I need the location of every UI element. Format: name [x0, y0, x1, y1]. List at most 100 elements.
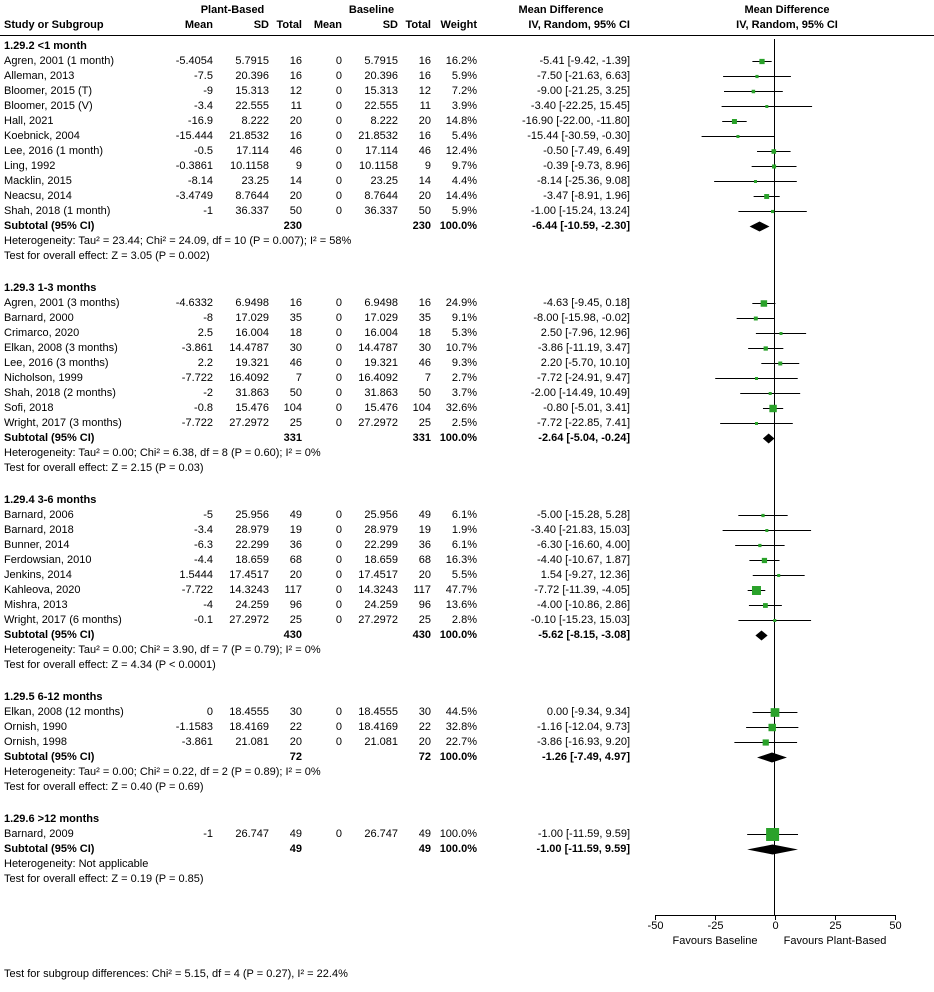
subtotal-weight: 100.0% — [439, 220, 477, 232]
axis-tick — [715, 915, 716, 920]
baseline-sd-value: 31.863 — [364, 387, 398, 399]
study-row: Koebnick, 2004 -15.444 21.8532 16 0 21.8532 16… — [0, 129, 934, 144]
weight-value: 4.4% — [451, 175, 477, 187]
baseline-sd-value: 22.299 — [364, 539, 398, 551]
subtotal-total1: 331 — [283, 432, 302, 444]
ci-plot-marker — [640, 371, 934, 386]
md-ci-text: -0.80 [-5.01, 3.41] — [543, 402, 630, 414]
plant-mean-value: 2.5 — [197, 327, 213, 339]
plant-total-value: 46 — [289, 145, 302, 157]
md-ci-text: -0.50 [-7.49, 6.49] — [543, 145, 630, 157]
plant-sd-value: 14.3243 — [229, 584, 269, 596]
md-ci-text: -3.40 [-22.25, 15.45] — [530, 100, 630, 112]
baseline-total-value: 22 — [418, 721, 431, 733]
baseline-sd-value: 16.4092 — [358, 372, 398, 384]
plant-mean-value: -3.4 — [194, 524, 213, 536]
plant-mean-value: -0.1 — [194, 614, 213, 626]
plant-mean-value: -16.9 — [187, 115, 213, 127]
ci-plot-marker — [640, 583, 934, 598]
baseline-total-value: 117 — [413, 584, 431, 596]
baseline-sd-value: 21.081 — [364, 736, 398, 748]
weight-value: 47.7% — [445, 584, 477, 596]
weight-value: 13.6% — [445, 599, 477, 611]
subtotal-total1: 430 — [283, 629, 302, 641]
plant-mean-value: -7.722 — [181, 584, 213, 596]
plant-mean-value: -4 — [203, 599, 213, 611]
md-ci-text: -2.00 [-14.49, 10.49] — [530, 387, 630, 399]
plant-mean-value: -9 — [203, 85, 213, 97]
md-ci-text: -6.30 [-16.60, 4.00] — [537, 539, 630, 551]
subgroup-differences-test: Test for subgroup differences: Chi² = 5.… — [4, 968, 348, 980]
axis-tick — [895, 915, 896, 920]
subtotal-diamond — [640, 219, 934, 234]
subtotal-total2: 49 — [418, 843, 431, 855]
baseline-mean-value: 0 — [335, 569, 342, 581]
baseline-mean-value: 0 — [335, 706, 342, 718]
baseline-sd-value: 10.1158 — [359, 160, 398, 172]
baseline-sd-value: 17.029 — [364, 312, 398, 324]
weight-value: 32.8% — [445, 721, 477, 733]
plant-sd-value: 15.476 — [235, 402, 269, 414]
plant-sd-value: 10.1158 — [230, 160, 269, 172]
overall-effect-row: Test for overall effect: Z = 3.05 (P = 0… — [0, 249, 934, 264]
plant-total-value: 18 — [289, 327, 302, 339]
study-label: Bunner, 2014 — [4, 539, 70, 551]
ci-plot-marker — [640, 204, 934, 219]
subtotal-weight: 100.0% — [439, 843, 477, 855]
md-ci-text: -7.50 [-21.63, 6.63] — [537, 70, 630, 82]
study-row: Hall, 2021 -16.9 8.222 20 0 8.222 20 14.8% -16.9… — [0, 114, 934, 129]
plant-sd-value: 21.081 — [235, 736, 269, 748]
plant-mean-value: -6.3 — [194, 539, 213, 551]
study-row: Elkan, 2008 (3 months) -3.861 14.4787 30 0 14… — [0, 341, 934, 356]
md-ci-text: -3.40 [-21.83, 15.03] — [530, 524, 630, 536]
baseline-sd-value: 25.956 — [364, 509, 398, 521]
baseline-total-value: 20 — [418, 569, 431, 581]
weight-value: 6.1% — [451, 509, 477, 521]
plant-sd-value: 18.4555 — [229, 706, 269, 718]
plant-sd-value: 15.313 — [235, 85, 269, 97]
ci-plot-marker — [640, 114, 934, 129]
study-label: Crimarco, 2020 — [4, 327, 80, 339]
baseline-total-value: 9 — [424, 160, 431, 172]
subtotal-row: Subtotal (95% CI) 49 49 100.0% -1.00 [-11.59… — [0, 842, 934, 857]
study-label: Elkan, 2008 (12 months) — [4, 706, 124, 718]
x-axis: Favours Baseline Favours Plant-Based -50… — [0, 915, 934, 953]
subgroup-block: 1.29.5 6-12 months Elkan, 2008 (12 months… — [0, 690, 934, 795]
study-row: Bunner, 2014 -6.3 22.299 36 0 22.299 36 6.1% -6.… — [0, 538, 934, 553]
baseline-total-value: 30 — [418, 342, 431, 354]
weight-value: 9.1% — [451, 312, 477, 324]
baseline-total-value: 50 — [418, 387, 431, 399]
plant-mean-value: 0 — [206, 706, 213, 718]
axis-tick-label: -50 — [647, 920, 664, 932]
baseline-mean-value: 0 — [335, 599, 342, 611]
md-ci-text: -1.16 [-12.04, 9.73] — [537, 721, 630, 733]
baseline-sd-value: 18.659 — [364, 554, 398, 566]
subtotal-label: Subtotal (95% CI) — [4, 629, 95, 641]
ci-plot-marker — [640, 598, 934, 613]
plant-total-value: 7 — [295, 372, 302, 384]
baseline-mean-value: 0 — [335, 160, 342, 172]
plant-mean-value: -7.722 — [181, 417, 213, 429]
subtotal-total2: 331 — [412, 432, 431, 444]
ci-plot-marker — [640, 69, 934, 84]
plant-sd-value: 5.7915 — [235, 55, 269, 67]
plant-total-value: 20 — [289, 736, 302, 748]
subtotal-ci-text: -1.00 [-11.59, 9.59] — [536, 843, 630, 855]
weight-value: 2.8% — [451, 614, 477, 626]
plant-total-value: 50 — [289, 205, 302, 217]
ci-plot-marker — [640, 159, 934, 174]
overall-effect-row: Test for overall effect: Z = 4.34 (P < 0… — [0, 658, 934, 673]
study-row: Sofi, 2018 -0.8 15.476 104 0 15.476 104 32.6% -0… — [0, 401, 934, 416]
md-ci-text: -7.72 [-22.85, 7.41] — [537, 417, 630, 429]
subgroup-title: 1.29.5 6-12 months — [4, 691, 103, 703]
baseline-mean-value: 0 — [335, 736, 342, 748]
baseline-mean-value: 0 — [335, 100, 342, 112]
plant-total-value: 25 — [289, 614, 302, 626]
baseline-mean-value: 0 — [335, 509, 342, 521]
baseline-sd-header: SD — [382, 19, 398, 31]
md-ci-text: -3.86 [-11.19, 3.47] — [537, 342, 630, 354]
plant-sd-value: 18.4169 — [229, 721, 269, 733]
baseline-mean-value: 0 — [335, 190, 342, 202]
baseline-mean-header: Mean — [313, 19, 342, 31]
plant-mean-value: -0.5 — [194, 145, 213, 157]
